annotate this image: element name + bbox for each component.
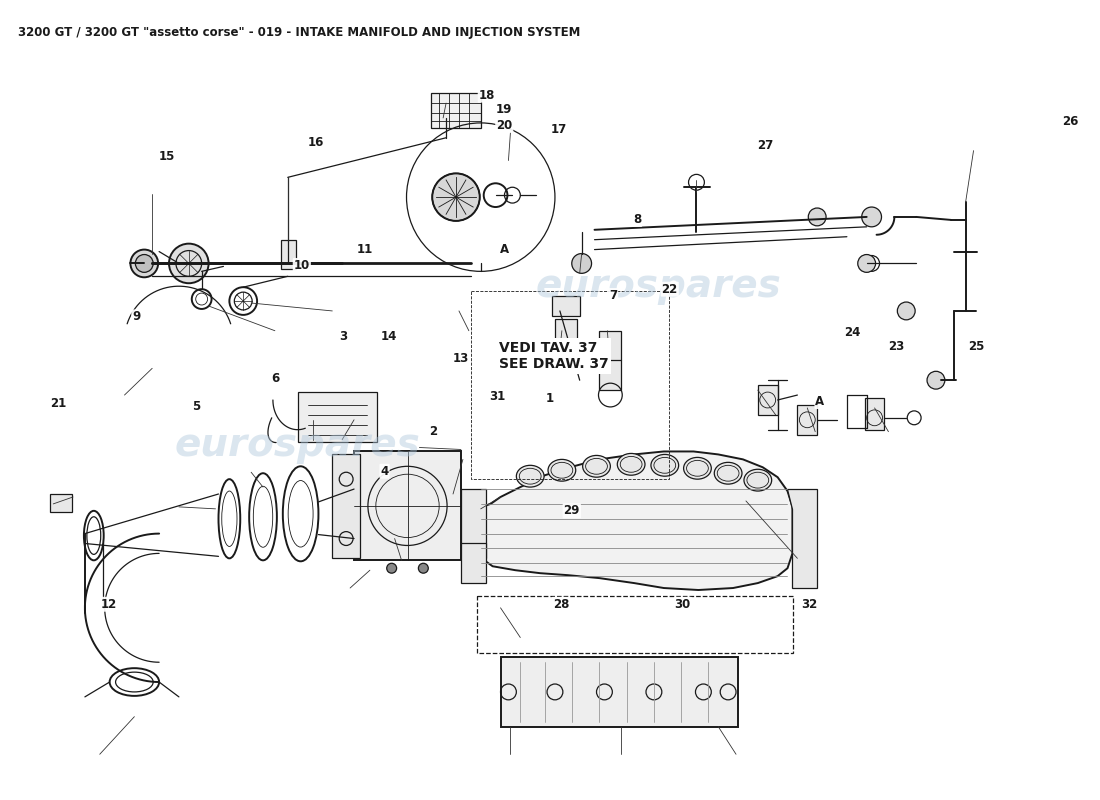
Ellipse shape: [617, 454, 645, 475]
Ellipse shape: [583, 455, 610, 477]
Text: 10: 10: [294, 259, 310, 272]
Text: 4: 4: [381, 465, 388, 478]
Text: 6: 6: [272, 372, 279, 385]
Bar: [280, 240, 296, 270]
Text: 8: 8: [632, 213, 641, 226]
Text: 5: 5: [192, 400, 200, 413]
Text: 32: 32: [801, 598, 817, 610]
Text: 2: 2: [429, 425, 438, 438]
Text: 11: 11: [356, 243, 373, 256]
Ellipse shape: [516, 466, 544, 487]
Text: 3200 GT / 3200 GT "assetto corse" - 019 - INTAKE MANIFOLD AND INJECTION SYSTEM: 3200 GT / 3200 GT "assetto corse" - 019 …: [18, 26, 580, 39]
Text: 21: 21: [50, 398, 66, 410]
Bar: [471, 291, 669, 479]
Bar: [552, 296, 580, 316]
Bar: [461, 543, 486, 583]
Circle shape: [418, 563, 428, 573]
Bar: [332, 454, 360, 558]
Bar: [865, 398, 884, 430]
Text: 22: 22: [661, 282, 678, 296]
Text: 28: 28: [552, 598, 569, 610]
Bar: [461, 489, 486, 558]
Bar: [554, 319, 576, 357]
Circle shape: [927, 371, 945, 389]
Bar: [476, 596, 793, 654]
Polygon shape: [476, 451, 792, 590]
Text: 15: 15: [158, 150, 175, 162]
Text: 14: 14: [381, 330, 397, 343]
Text: 9: 9: [132, 310, 141, 323]
Bar: [431, 94, 481, 128]
Text: VEDI TAV. 37
SEE DRAW. 37: VEDI TAV. 37 SEE DRAW. 37: [498, 341, 608, 371]
Circle shape: [898, 302, 915, 320]
Bar: [51, 494, 72, 512]
Circle shape: [169, 244, 209, 283]
Text: 27: 27: [758, 138, 773, 151]
Text: 13: 13: [452, 352, 469, 366]
Circle shape: [808, 208, 826, 226]
Text: 19: 19: [496, 103, 513, 116]
Text: 18: 18: [478, 89, 495, 102]
Circle shape: [387, 563, 397, 573]
Polygon shape: [500, 658, 738, 726]
Polygon shape: [788, 489, 817, 588]
Text: eurospares: eurospares: [175, 426, 420, 463]
Circle shape: [432, 174, 480, 221]
Text: A: A: [815, 395, 825, 408]
Text: 7: 7: [609, 289, 617, 302]
Text: 20: 20: [496, 118, 513, 132]
Text: 24: 24: [845, 326, 861, 339]
Ellipse shape: [683, 458, 712, 479]
Circle shape: [858, 254, 876, 272]
Circle shape: [558, 353, 574, 368]
Bar: [600, 330, 621, 390]
Circle shape: [135, 254, 153, 272]
Text: 23: 23: [888, 340, 904, 353]
Ellipse shape: [714, 462, 742, 484]
Ellipse shape: [548, 459, 575, 481]
Text: 31: 31: [490, 390, 506, 402]
Text: 26: 26: [1063, 115, 1078, 128]
Bar: [798, 405, 817, 434]
Text: 25: 25: [968, 340, 984, 353]
Bar: [298, 392, 377, 442]
Bar: [354, 451, 461, 560]
Text: A: A: [499, 243, 509, 256]
Text: 3: 3: [339, 330, 348, 343]
Text: 30: 30: [674, 598, 691, 610]
Text: eurospares: eurospares: [536, 267, 782, 305]
Ellipse shape: [744, 470, 772, 491]
Text: 29: 29: [563, 504, 580, 518]
Ellipse shape: [651, 454, 679, 476]
Bar: [758, 385, 778, 415]
Text: 17: 17: [551, 122, 566, 136]
Circle shape: [861, 207, 881, 227]
Circle shape: [572, 254, 592, 274]
Circle shape: [131, 250, 158, 278]
Text: 12: 12: [101, 598, 118, 610]
Text: 1: 1: [546, 392, 554, 405]
Text: 16: 16: [308, 136, 324, 150]
